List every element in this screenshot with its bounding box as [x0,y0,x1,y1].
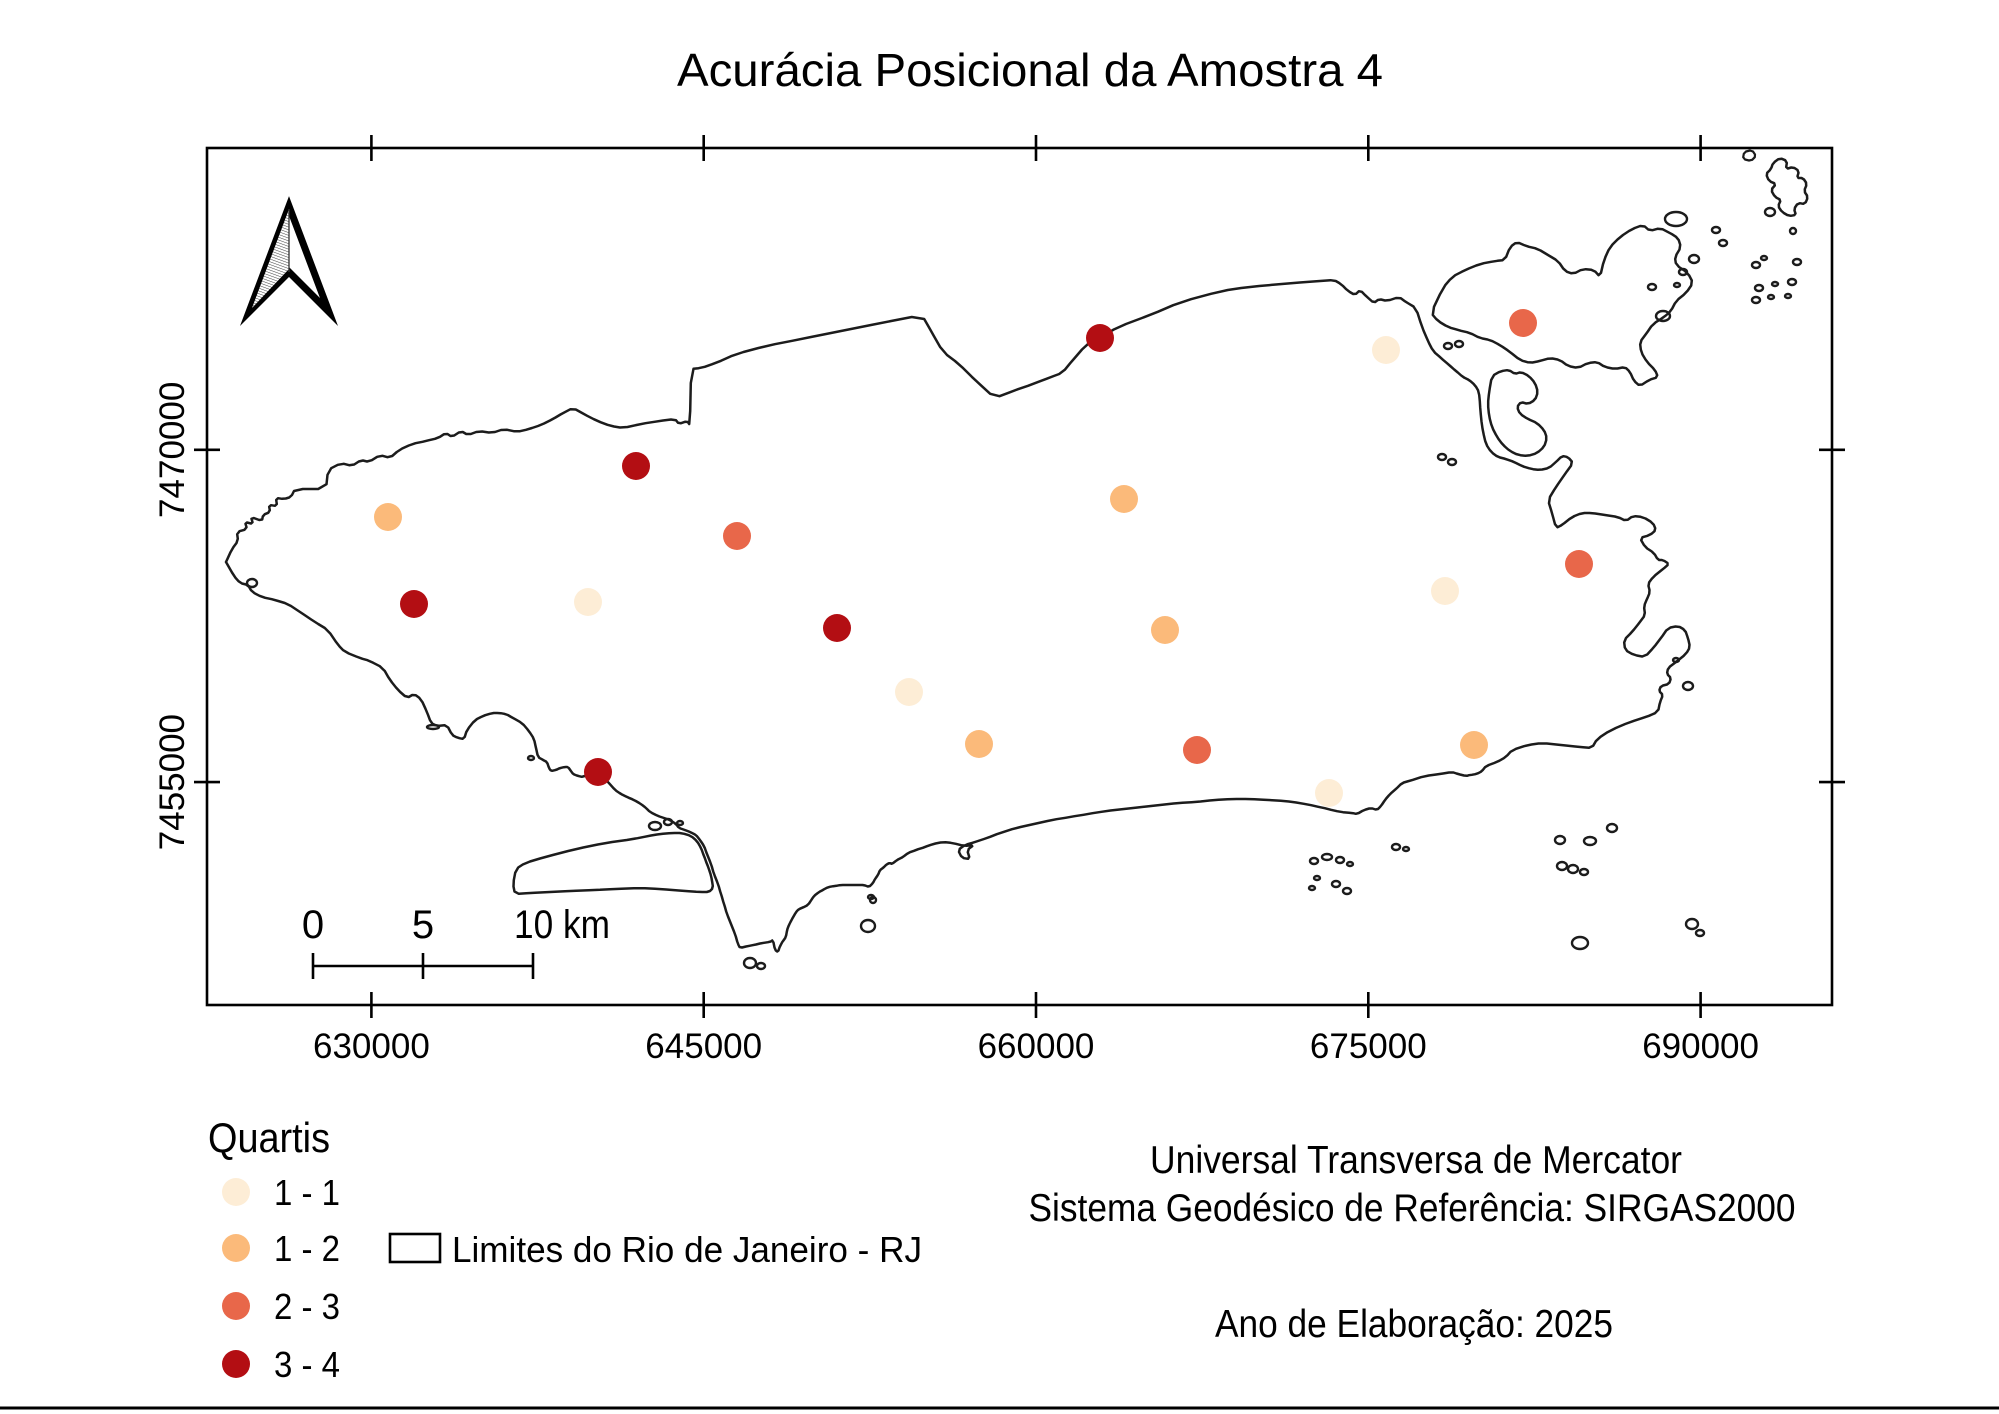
svg-text:7455000: 7455000 [153,714,192,850]
svg-text:Limites do Rio de Janeiro - RJ: Limites do Rio de Janeiro - RJ [452,1229,922,1270]
svg-text:1 - 1: 1 - 1 [274,1172,340,1213]
svg-text:10 km: 10 km [514,903,610,947]
svg-text:Universal Transversa de Mercat: Universal Transversa de Mercator [1150,1139,1682,1182]
svg-text:Ano de Elaboração: 2025: Ano de Elaboração: 2025 [1215,1303,1613,1346]
svg-text:675000: 675000 [1310,1027,1427,1066]
svg-text:660000: 660000 [978,1027,1095,1066]
svg-text:7470000: 7470000 [153,382,192,518]
svg-text:2 - 3: 2 - 3 [274,1286,340,1327]
svg-text:3 - 4: 3 - 4 [274,1344,340,1385]
svg-text:0: 0 [302,903,324,947]
svg-text:5: 5 [412,903,434,947]
svg-text:1 - 2: 1 - 2 [274,1228,340,1269]
svg-text:Acurácia Posicional da Amostra: Acurácia Posicional da Amostra 4 [677,44,1383,96]
svg-text:630000: 630000 [313,1027,430,1066]
svg-text:Sistema Geodésico de Referênci: Sistema Geodésico de Referência: SIRGAS2… [1029,1187,1796,1230]
svg-text:690000: 690000 [1642,1027,1759,1066]
svg-text:Quartis: Quartis [208,1114,330,1161]
svg-text:645000: 645000 [645,1027,762,1066]
